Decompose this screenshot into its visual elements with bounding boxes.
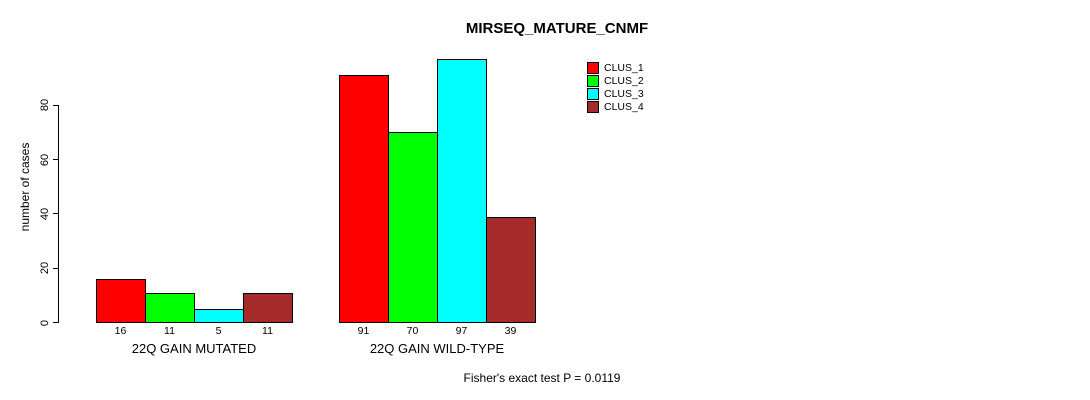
y-axis-tick [53, 104, 58, 106]
bar-value-label: 39 [504, 325, 517, 337]
bar [96, 279, 146, 324]
legend-item: CLUS_1 [587, 62, 644, 75]
y-axis-tick [53, 267, 58, 269]
legend: CLUS_1 CLUS_2 CLUS_3 CLUS_4 [587, 62, 644, 113]
bar [145, 292, 195, 324]
bar-value-label: 16 [114, 325, 127, 337]
x-group-label: 22Q GAIN WILD-TYPE [369, 341, 505, 356]
legend-item: CLUS_2 [587, 75, 644, 88]
y-axis-tick [53, 213, 58, 215]
bar-value-label: 5 [215, 325, 222, 337]
y-axis-tick-label: 40 [39, 207, 51, 220]
bar [194, 308, 244, 324]
chart-title: MIRSEQ_MATURE_CNMF [465, 20, 649, 37]
legend-label: CLUS_1 [604, 62, 644, 75]
bar [437, 59, 487, 324]
y-axis-tick [53, 322, 58, 323]
bar [388, 132, 438, 324]
bar-value-label: 11 [262, 325, 273, 337]
subtitle-pvalue: Fisher's exact test P = 0.0119 [463, 371, 621, 385]
legend-swatch [587, 100, 599, 113]
legend-swatch [587, 75, 599, 88]
y-axis-tick-label: 60 [39, 153, 51, 166]
legend-label: CLUS_4 [604, 100, 644, 113]
y-axis-line [58, 105, 59, 324]
bar-value-label: 11 [164, 325, 175, 337]
y-axis-tick-label: 20 [39, 262, 51, 275]
bar [243, 292, 293, 324]
y-axis-tick-label: 80 [39, 99, 51, 112]
legend-label: CLUS_2 [604, 75, 644, 88]
legend-label: CLUS_3 [604, 87, 644, 100]
bar-value-label: 97 [455, 325, 468, 337]
y-axis-tick [53, 159, 58, 161]
bar-value-label: 91 [357, 325, 370, 337]
bar [339, 75, 389, 324]
y-axis-label: number of cases [18, 142, 32, 232]
x-group-label: 22Q GAIN MUTATED [131, 341, 257, 356]
y-axis-tick-label: 0 [39, 319, 51, 326]
bar-value-label: 70 [406, 325, 419, 337]
legend-swatch [587, 62, 599, 75]
legend-item: CLUS_3 [587, 87, 644, 101]
bar [486, 216, 536, 324]
legend-item: CLUS_4 [587, 100, 644, 113]
legend-swatch [587, 87, 599, 100]
